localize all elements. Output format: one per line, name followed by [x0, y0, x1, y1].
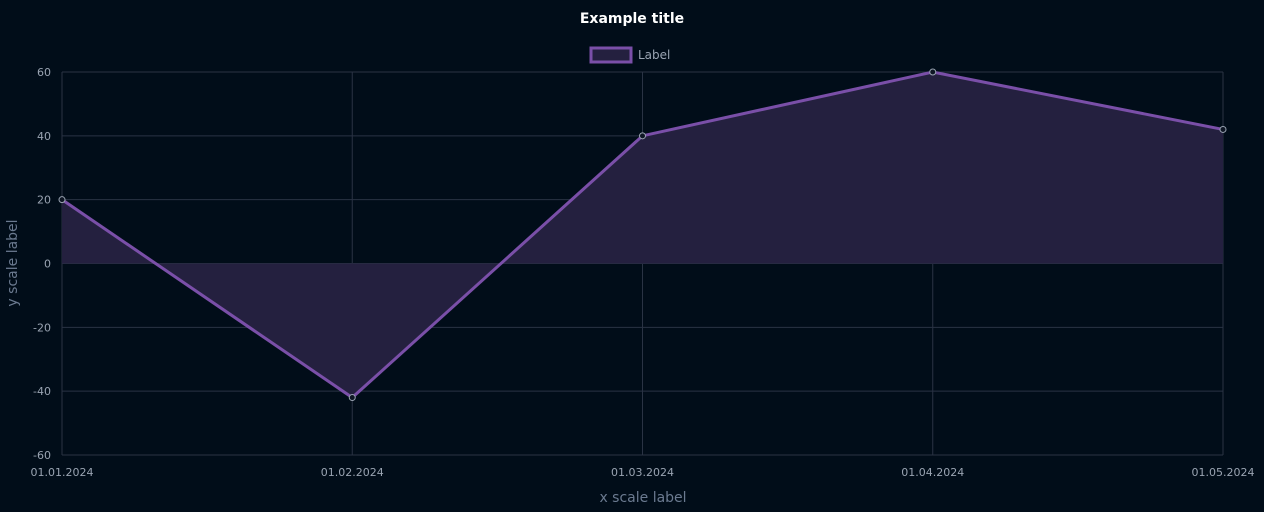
y-axis-ticks: 60 40 20 0 -20 -40 -60 — [33, 66, 51, 462]
data-point[interactable] — [639, 132, 646, 140]
y-tick-label: 20 — [37, 194, 51, 207]
data-point[interactable] — [58, 196, 66, 204]
x-tick-label: 01.05.2024 — [1192, 466, 1255, 479]
legend-label: Label — [638, 48, 670, 62]
x-tick-label: 01.04.2024 — [901, 466, 964, 479]
legend-swatch — [589, 46, 633, 64]
chart-title: Example title — [580, 11, 684, 27]
data-points — [58, 68, 1227, 402]
x-axis-ticks: 01.01.2024 01.02.2024 01.03.2024 01.04.2024… — [31, 466, 1255, 479]
data-point[interactable] — [348, 394, 356, 402]
y-tick-label: 60 — [37, 66, 51, 79]
x-tick-label: 01.03.2024 — [611, 466, 674, 479]
y-tick-label: -20 — [33, 321, 51, 334]
data-point[interactable] — [1219, 125, 1227, 133]
y-tick-label: -40 — [33, 385, 51, 398]
y-tick-label: 0 — [44, 258, 51, 271]
y-axis-title: y scale label — [5, 219, 21, 306]
series-area-fill — [62, 72, 1223, 398]
y-tick-label: -60 — [33, 449, 51, 462]
x-tick-label: 01.02.2024 — [321, 466, 384, 479]
x-axis-title: x scale label — [599, 490, 686, 506]
legend[interactable]: Label — [589, 46, 670, 64]
data-point[interactable] — [929, 68, 937, 76]
x-tick-label: 01.01.2024 — [31, 466, 94, 479]
y-tick-label: 40 — [37, 130, 51, 143]
